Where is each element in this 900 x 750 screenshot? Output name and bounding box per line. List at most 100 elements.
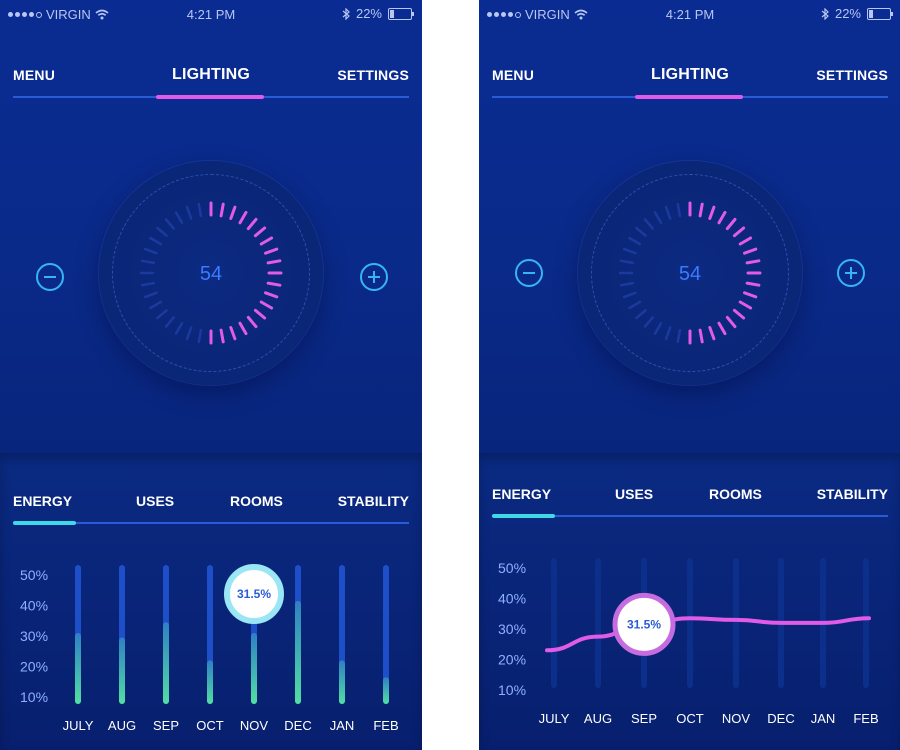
dial-tick <box>643 218 654 230</box>
status-time: 4:21 PM <box>665 7 715 22</box>
x-tick-label: NOV <box>722 711 751 726</box>
dial-tick-lit <box>745 259 761 265</box>
tab-settings[interactable]: SETTINGS <box>337 67 409 83</box>
tab-uses[interactable]: USES <box>136 493 175 509</box>
x-tick-label: SEP <box>631 711 657 726</box>
dial-tick <box>643 316 654 328</box>
bar <box>339 660 345 704</box>
wifi-icon <box>574 9 588 20</box>
x-tick-label: JAN <box>811 711 836 726</box>
x-tick-label: AUG <box>584 711 612 726</box>
dial-tick <box>174 321 184 335</box>
x-tick-label: DEC <box>284 718 311 733</box>
dial-tick <box>619 259 635 265</box>
minus-button[interactable] <box>36 263 64 291</box>
tab-rooms[interactable]: ROOMS <box>709 486 762 502</box>
tab-lighting[interactable]: LIGHTING <box>650 66 730 83</box>
dial-tick-lit <box>238 321 248 336</box>
dial-tick-lit <box>253 308 267 320</box>
x-tick-label: AUG <box>108 718 136 733</box>
bar <box>207 660 213 704</box>
tab-stability[interactable]: STABILITY <box>816 486 888 502</box>
grid-column <box>551 558 557 688</box>
dial-tick-lit <box>266 281 282 287</box>
plus-icon <box>850 267 852 279</box>
phone-screen-line-chart: VIRGIN 4:21 PM 22% MENU LIGHTING SETTING… <box>479 0 900 750</box>
status-time: 4:21 PM <box>186 7 236 22</box>
dial-tick-lit <box>708 326 716 341</box>
battery-percent: 22% <box>355 6 382 21</box>
dial-tick-lit <box>717 321 727 336</box>
x-tick-label: DEC <box>767 711 794 726</box>
battery-icon <box>867 7 893 20</box>
minus-button[interactable] <box>515 259 543 287</box>
dial-tick <box>664 326 672 341</box>
dial-tick-lit <box>229 326 237 341</box>
tab-lighting[interactable]: LIGHTING <box>171 66 251 83</box>
phone-screen-bar-chart: VIRGIN 4:21 PM 22% MENU LIGHTING SETTING… <box>0 0 422 750</box>
dial-tick-lit <box>708 205 716 220</box>
dial-tick <box>185 326 193 341</box>
dial-tick <box>676 328 682 344</box>
dial-tick <box>164 316 175 328</box>
dial-tick <box>149 236 163 246</box>
bar <box>295 600 301 704</box>
dial-tick <box>653 211 663 225</box>
tab-menu[interactable]: MENU <box>13 67 56 83</box>
dial-tick-lit <box>745 281 761 287</box>
dial-tick-lit <box>738 300 753 310</box>
dial-tick-lit <box>259 236 274 246</box>
dial-tick <box>149 300 163 310</box>
carrier-label: VIRGIN <box>46 7 91 22</box>
dial-tick <box>140 281 156 287</box>
bar <box>383 677 389 704</box>
dial-tick-lit <box>219 202 225 218</box>
bar <box>251 633 257 704</box>
dial-tick <box>676 202 682 218</box>
dial-ticks <box>139 201 283 345</box>
tab-menu[interactable]: MENU <box>492 67 535 83</box>
sub-nav: ENERGY USES ROOMS STABILITY <box>13 493 409 529</box>
x-tick-label: FEB <box>853 711 878 726</box>
grid-column <box>863 558 869 688</box>
energy-bar-chart: 50% 40% 30% 20% 10% JULY AUG SEP OCT NOV DEC JAN FEB… <box>20 564 399 733</box>
dial-tick-lit <box>743 247 758 255</box>
y-tick-label: 10% <box>498 682 526 698</box>
tab-stability[interactable]: STABILITY <box>337 493 409 509</box>
x-tick-label: OCT <box>676 711 704 726</box>
top-nav: MENU LIGHTING SETTINGS <box>13 64 409 104</box>
energy-line-chart: 50% 40% 30% 20% 10% JULY AUG SEP OCT NOV DEC JAN FEB… <box>498 558 879 726</box>
dial-tick <box>164 218 175 230</box>
y-tick-label: 30% <box>498 621 526 637</box>
x-tick-label: OCT <box>196 718 224 733</box>
dial-tick <box>622 247 637 255</box>
tab-rooms[interactable]: ROOMS <box>230 493 283 509</box>
dial-tick-lit <box>738 236 753 246</box>
minus-icon <box>523 272 535 274</box>
battery-icon <box>388 7 414 20</box>
tab-settings[interactable]: SETTINGS <box>816 67 888 83</box>
grid-column <box>595 558 601 688</box>
plus-button[interactable] <box>360 263 388 291</box>
dial-tick <box>628 300 642 310</box>
dial-tick <box>140 259 156 265</box>
active-tab-indicator <box>156 95 264 99</box>
value-bubble <box>612 592 676 656</box>
plus-button[interactable] <box>837 259 865 287</box>
dial-tick <box>156 309 168 320</box>
tab-energy[interactable]: ENERGY <box>492 486 552 502</box>
series-line <box>545 616 871 653</box>
dial-tick-lit <box>732 226 746 238</box>
dial-tick-lit <box>266 259 282 265</box>
dial-tick-lit <box>732 308 746 320</box>
tab-uses[interactable]: USES <box>615 486 654 502</box>
x-tick-label: FEB <box>373 718 398 733</box>
dial-tick <box>174 211 184 225</box>
x-tick-label: JULY <box>539 711 570 726</box>
battery-percent: 22% <box>834 6 861 21</box>
sub-nav: ENERGY USES ROOMS STABILITY <box>492 486 888 522</box>
active-subtab-indicator <box>492 514 555 518</box>
dial-dashed-ring <box>591 174 789 372</box>
dial-tick-lit <box>725 315 737 329</box>
tab-energy[interactable]: ENERGY <box>13 493 73 509</box>
